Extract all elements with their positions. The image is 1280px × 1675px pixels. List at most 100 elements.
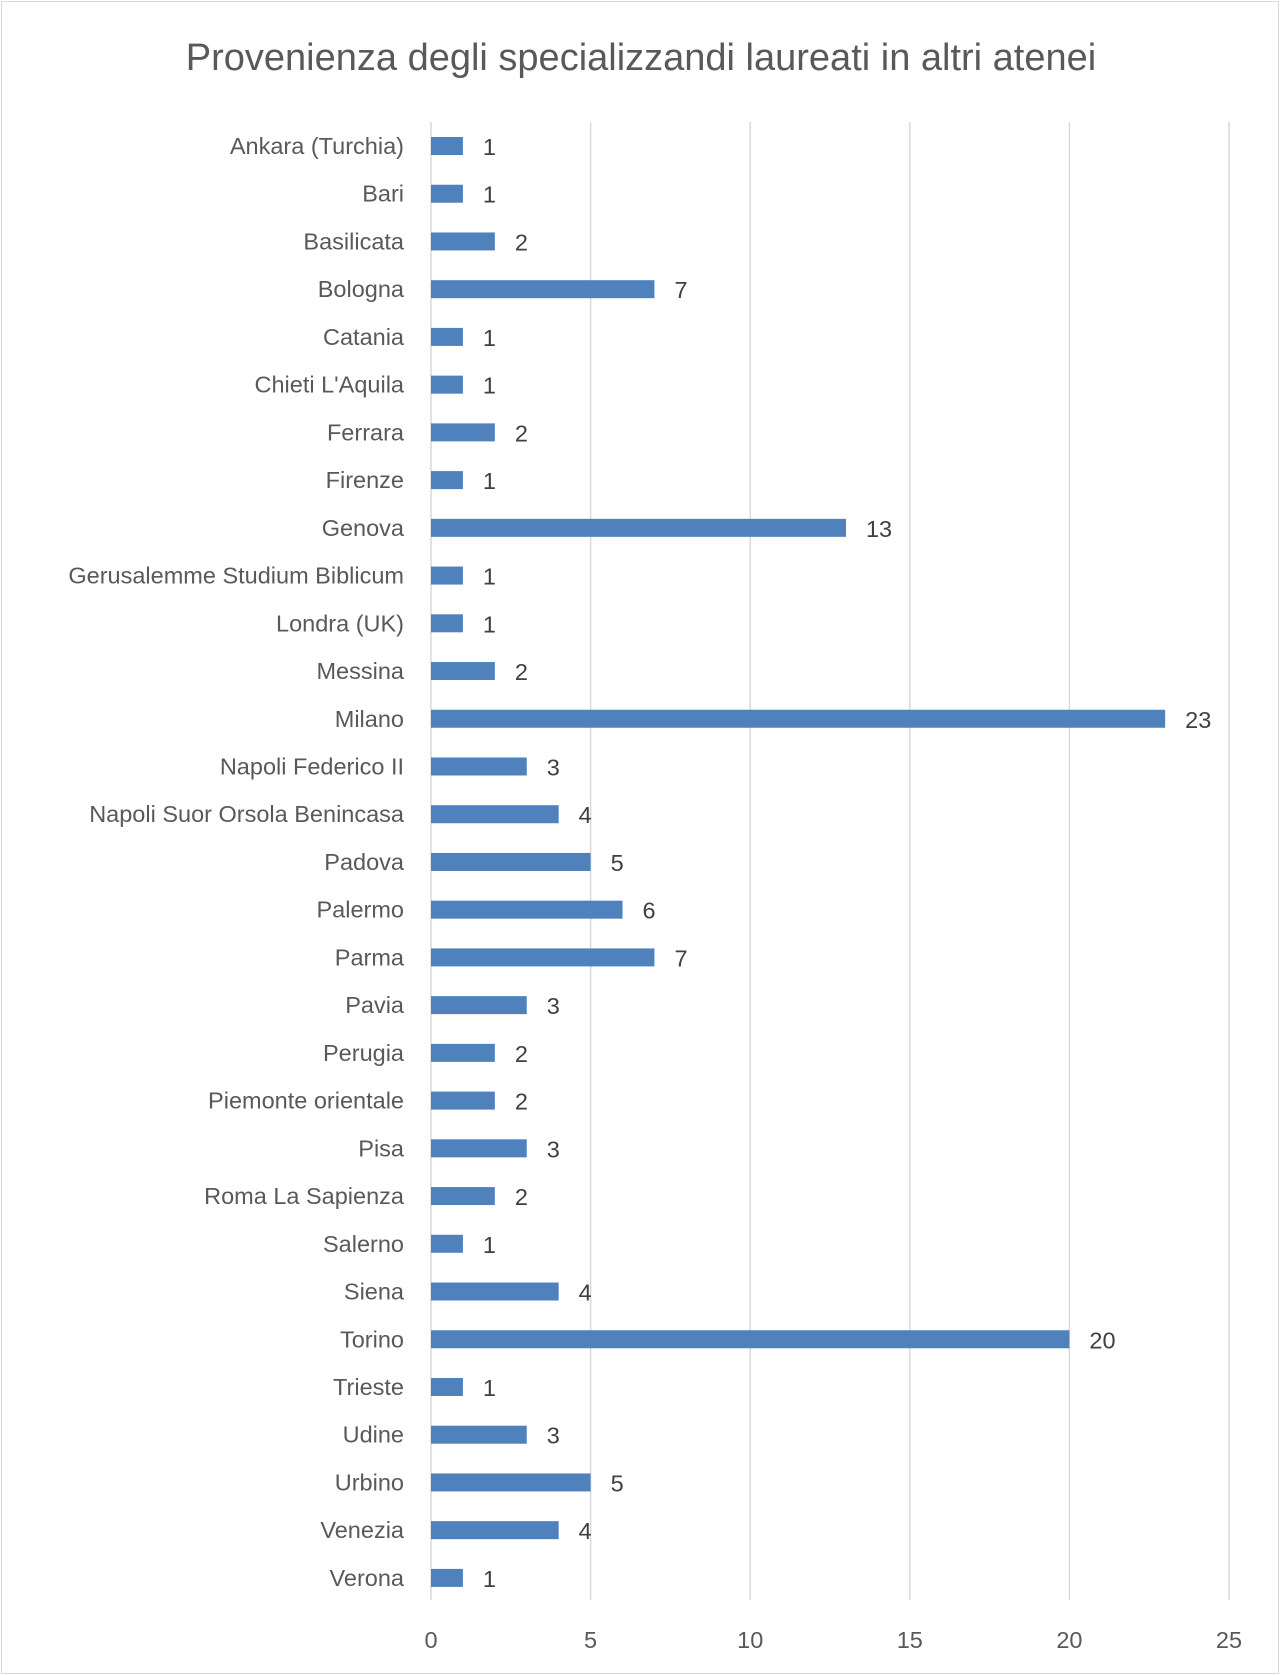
bar bbox=[431, 996, 527, 1015]
x-tick-label: 10 bbox=[737, 1627, 763, 1653]
bar bbox=[431, 1521, 559, 1540]
category-label: Messina bbox=[316, 658, 404, 684]
bar bbox=[431, 137, 463, 155]
category-label: Ankara (Turchia) bbox=[230, 133, 404, 159]
data-label: 1 bbox=[483, 564, 496, 590]
bar bbox=[431, 805, 559, 824]
chart-title: Provenienza degli specializzandi laureat… bbox=[186, 37, 1096, 79]
data-label: 5 bbox=[611, 850, 624, 876]
data-label: 1 bbox=[483, 1375, 496, 1401]
bar bbox=[431, 662, 495, 681]
bar bbox=[431, 327, 463, 346]
category-label: Bari bbox=[362, 181, 404, 207]
category-label: Perugia bbox=[323, 1040, 405, 1066]
data-label: 2 bbox=[515, 1041, 528, 1067]
data-label: 2 bbox=[515, 1184, 528, 1210]
bar bbox=[431, 852, 591, 871]
bar bbox=[431, 1043, 495, 1062]
data-label: 1 bbox=[483, 468, 496, 494]
gridlines bbox=[430, 122, 1230, 1600]
category-label: Palermo bbox=[316, 897, 404, 923]
data-label: 3 bbox=[547, 1423, 560, 1449]
category-label: Venezia bbox=[320, 1517, 405, 1543]
bar bbox=[431, 1139, 527, 1158]
data-label: 1 bbox=[483, 611, 496, 637]
data-label: 1 bbox=[483, 1566, 496, 1592]
data-label: 7 bbox=[674, 945, 687, 971]
category-label: Milano bbox=[335, 706, 404, 732]
category-label: Piemonte orientale bbox=[208, 1088, 404, 1114]
data-label: 4 bbox=[579, 802, 592, 828]
category-label: Torino bbox=[340, 1326, 404, 1352]
category-label: Urbino bbox=[335, 1469, 404, 1495]
data-label: 4 bbox=[579, 1280, 592, 1306]
data-label: 1 bbox=[483, 182, 496, 208]
data-label: 3 bbox=[547, 754, 560, 780]
bar bbox=[431, 1282, 559, 1301]
data-label: 13 bbox=[866, 516, 892, 542]
data-label: 2 bbox=[515, 659, 528, 685]
data-label: 1 bbox=[483, 134, 496, 160]
bar bbox=[431, 614, 463, 633]
bar bbox=[431, 1234, 463, 1253]
bar bbox=[431, 566, 463, 585]
data-label: 2 bbox=[515, 1089, 528, 1115]
data-label: 1 bbox=[483, 1232, 496, 1258]
bar bbox=[431, 1091, 495, 1110]
category-label: Chieti L'Aquila bbox=[255, 372, 405, 398]
category-label: Firenze bbox=[326, 467, 404, 493]
category-label: Verona bbox=[330, 1565, 405, 1591]
category-label: Napoli Federico II bbox=[220, 753, 404, 779]
bar bbox=[431, 948, 655, 967]
category-label: Ferrara bbox=[327, 419, 405, 445]
data-label: 20 bbox=[1089, 1327, 1115, 1353]
bar bbox=[431, 232, 495, 251]
bar bbox=[431, 900, 623, 919]
bar bbox=[431, 1473, 591, 1492]
category-label: Pavia bbox=[345, 992, 405, 1018]
category-label: Gerusalemme Studium Biblicum bbox=[68, 563, 404, 589]
bar bbox=[431, 184, 463, 203]
x-tick-label: 15 bbox=[897, 1627, 923, 1653]
bar bbox=[431, 1568, 463, 1587]
category-label: Genova bbox=[322, 515, 405, 541]
data-label: 5 bbox=[611, 1470, 624, 1496]
bar bbox=[431, 280, 655, 299]
bar bbox=[431, 375, 463, 394]
data-label: 3 bbox=[547, 993, 560, 1019]
bar bbox=[431, 757, 527, 776]
category-label: Roma La Sapienza bbox=[204, 1183, 405, 1209]
data-label: 23 bbox=[1185, 707, 1211, 733]
data-label: 1 bbox=[483, 325, 496, 351]
x-tick-label: 5 bbox=[584, 1627, 597, 1653]
data-label: 4 bbox=[579, 1518, 592, 1544]
data-label: 3 bbox=[547, 1136, 560, 1162]
category-label: Londra (UK) bbox=[276, 610, 404, 636]
bar bbox=[431, 518, 846, 537]
bar bbox=[431, 1330, 1070, 1349]
bars bbox=[431, 137, 1166, 1587]
bar bbox=[431, 471, 463, 490]
category-label: Udine bbox=[343, 1422, 404, 1448]
bar bbox=[431, 1377, 463, 1396]
category-labels: Ankara (Turchia) Bari Basilicata Bologna Cat… bbox=[68, 133, 405, 1591]
category-label: Napoli Suor Orsola Benincasa bbox=[89, 801, 405, 827]
x-tick-label: 20 bbox=[1056, 1627, 1082, 1653]
category-label: Basilicata bbox=[303, 228, 405, 254]
x-tick-label: 25 bbox=[1216, 1627, 1242, 1653]
bar bbox=[431, 709, 1166, 728]
data-label: 2 bbox=[515, 420, 528, 446]
category-label: Bologna bbox=[318, 276, 405, 302]
category-label: Trieste bbox=[333, 1374, 404, 1400]
bar bbox=[431, 1425, 527, 1444]
x-axis-ticks: 0 5 10 15 20 25 bbox=[424, 1627, 1242, 1653]
data-label: 2 bbox=[515, 229, 528, 255]
category-label: Siena bbox=[344, 1279, 405, 1305]
data-label: 7 bbox=[674, 277, 687, 303]
data-label: 6 bbox=[643, 898, 656, 924]
bar bbox=[431, 1187, 495, 1206]
category-label: Salerno bbox=[323, 1231, 404, 1257]
category-label: Pisa bbox=[358, 1135, 405, 1161]
category-label: Parma bbox=[335, 944, 405, 970]
